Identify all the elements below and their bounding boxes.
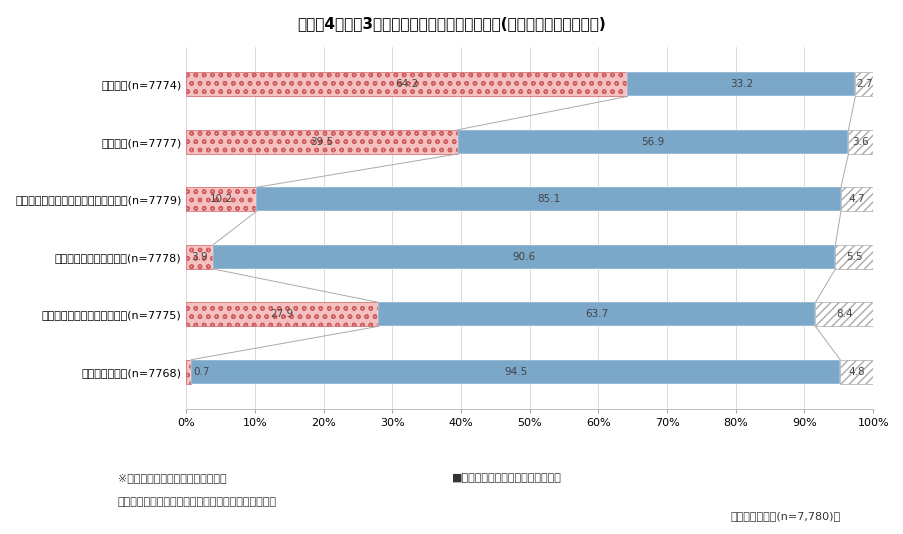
Text: 5.5: 5.5 — [845, 252, 861, 262]
Bar — [186, 130, 457, 154]
Bar — [213, 245, 834, 269]
Bar — [840, 187, 872, 211]
Text: 90.6: 90.6 — [512, 252, 535, 262]
Bar — [256, 187, 840, 211]
Text: ■ハラスメントに関する相談はない: ■ハラスメントに関する相談はない — [452, 473, 562, 483]
Text: 27.9: 27.9 — [270, 309, 293, 319]
Text: 64.2: 64.2 — [395, 80, 418, 89]
Text: 39.5: 39.5 — [310, 137, 333, 147]
Bar — [186, 245, 213, 269]
Text: 0.7: 0.7 — [193, 367, 209, 377]
Text: 33.2: 33.2 — [729, 80, 752, 89]
Bar — [854, 72, 873, 97]
Text: ％ハラスメントに関する相談の有無を把握していない: ％ハラスメントに関する相談の有無を把握していない — [117, 497, 276, 507]
Text: ※ハラスメントに関する相談がある: ※ハラスメントに関する相談がある — [117, 473, 226, 483]
Text: 2.7: 2.7 — [855, 80, 872, 89]
Text: （対象：全企業(n=7,780)）: （対象：全企業(n=7,780)） — [730, 511, 840, 521]
Bar — [186, 72, 627, 97]
Bar — [627, 72, 854, 97]
Text: 3.9: 3.9 — [191, 252, 208, 262]
Text: 4.8: 4.8 — [847, 367, 864, 377]
Text: 85.1: 85.1 — [536, 194, 560, 205]
Text: 3.6: 3.6 — [852, 137, 868, 147]
Text: 4.7: 4.7 — [848, 194, 864, 205]
Bar — [186, 187, 256, 211]
Bar — [848, 130, 872, 154]
Text: 63.7: 63.7 — [584, 309, 608, 319]
Text: 10.2: 10.2 — [209, 194, 233, 205]
Text: 8.4: 8.4 — [835, 309, 852, 319]
Bar — [377, 302, 815, 326]
Bar — [186, 360, 191, 384]
Bar — [815, 302, 872, 326]
Text: 56.9: 56.9 — [641, 137, 664, 147]
Bar — [457, 130, 848, 154]
Text: 図表　4　過去3年間のハラスメントの相談有無(ハラスメントの種類別): 図表 4 過去3年間のハラスメントの相談有無(ハラスメントの種類別) — [297, 16, 606, 31]
Bar — [186, 302, 377, 326]
Bar — [834, 245, 872, 269]
Bar — [191, 360, 839, 384]
Text: 94.5: 94.5 — [504, 367, 526, 377]
Bar — [839, 360, 872, 384]
